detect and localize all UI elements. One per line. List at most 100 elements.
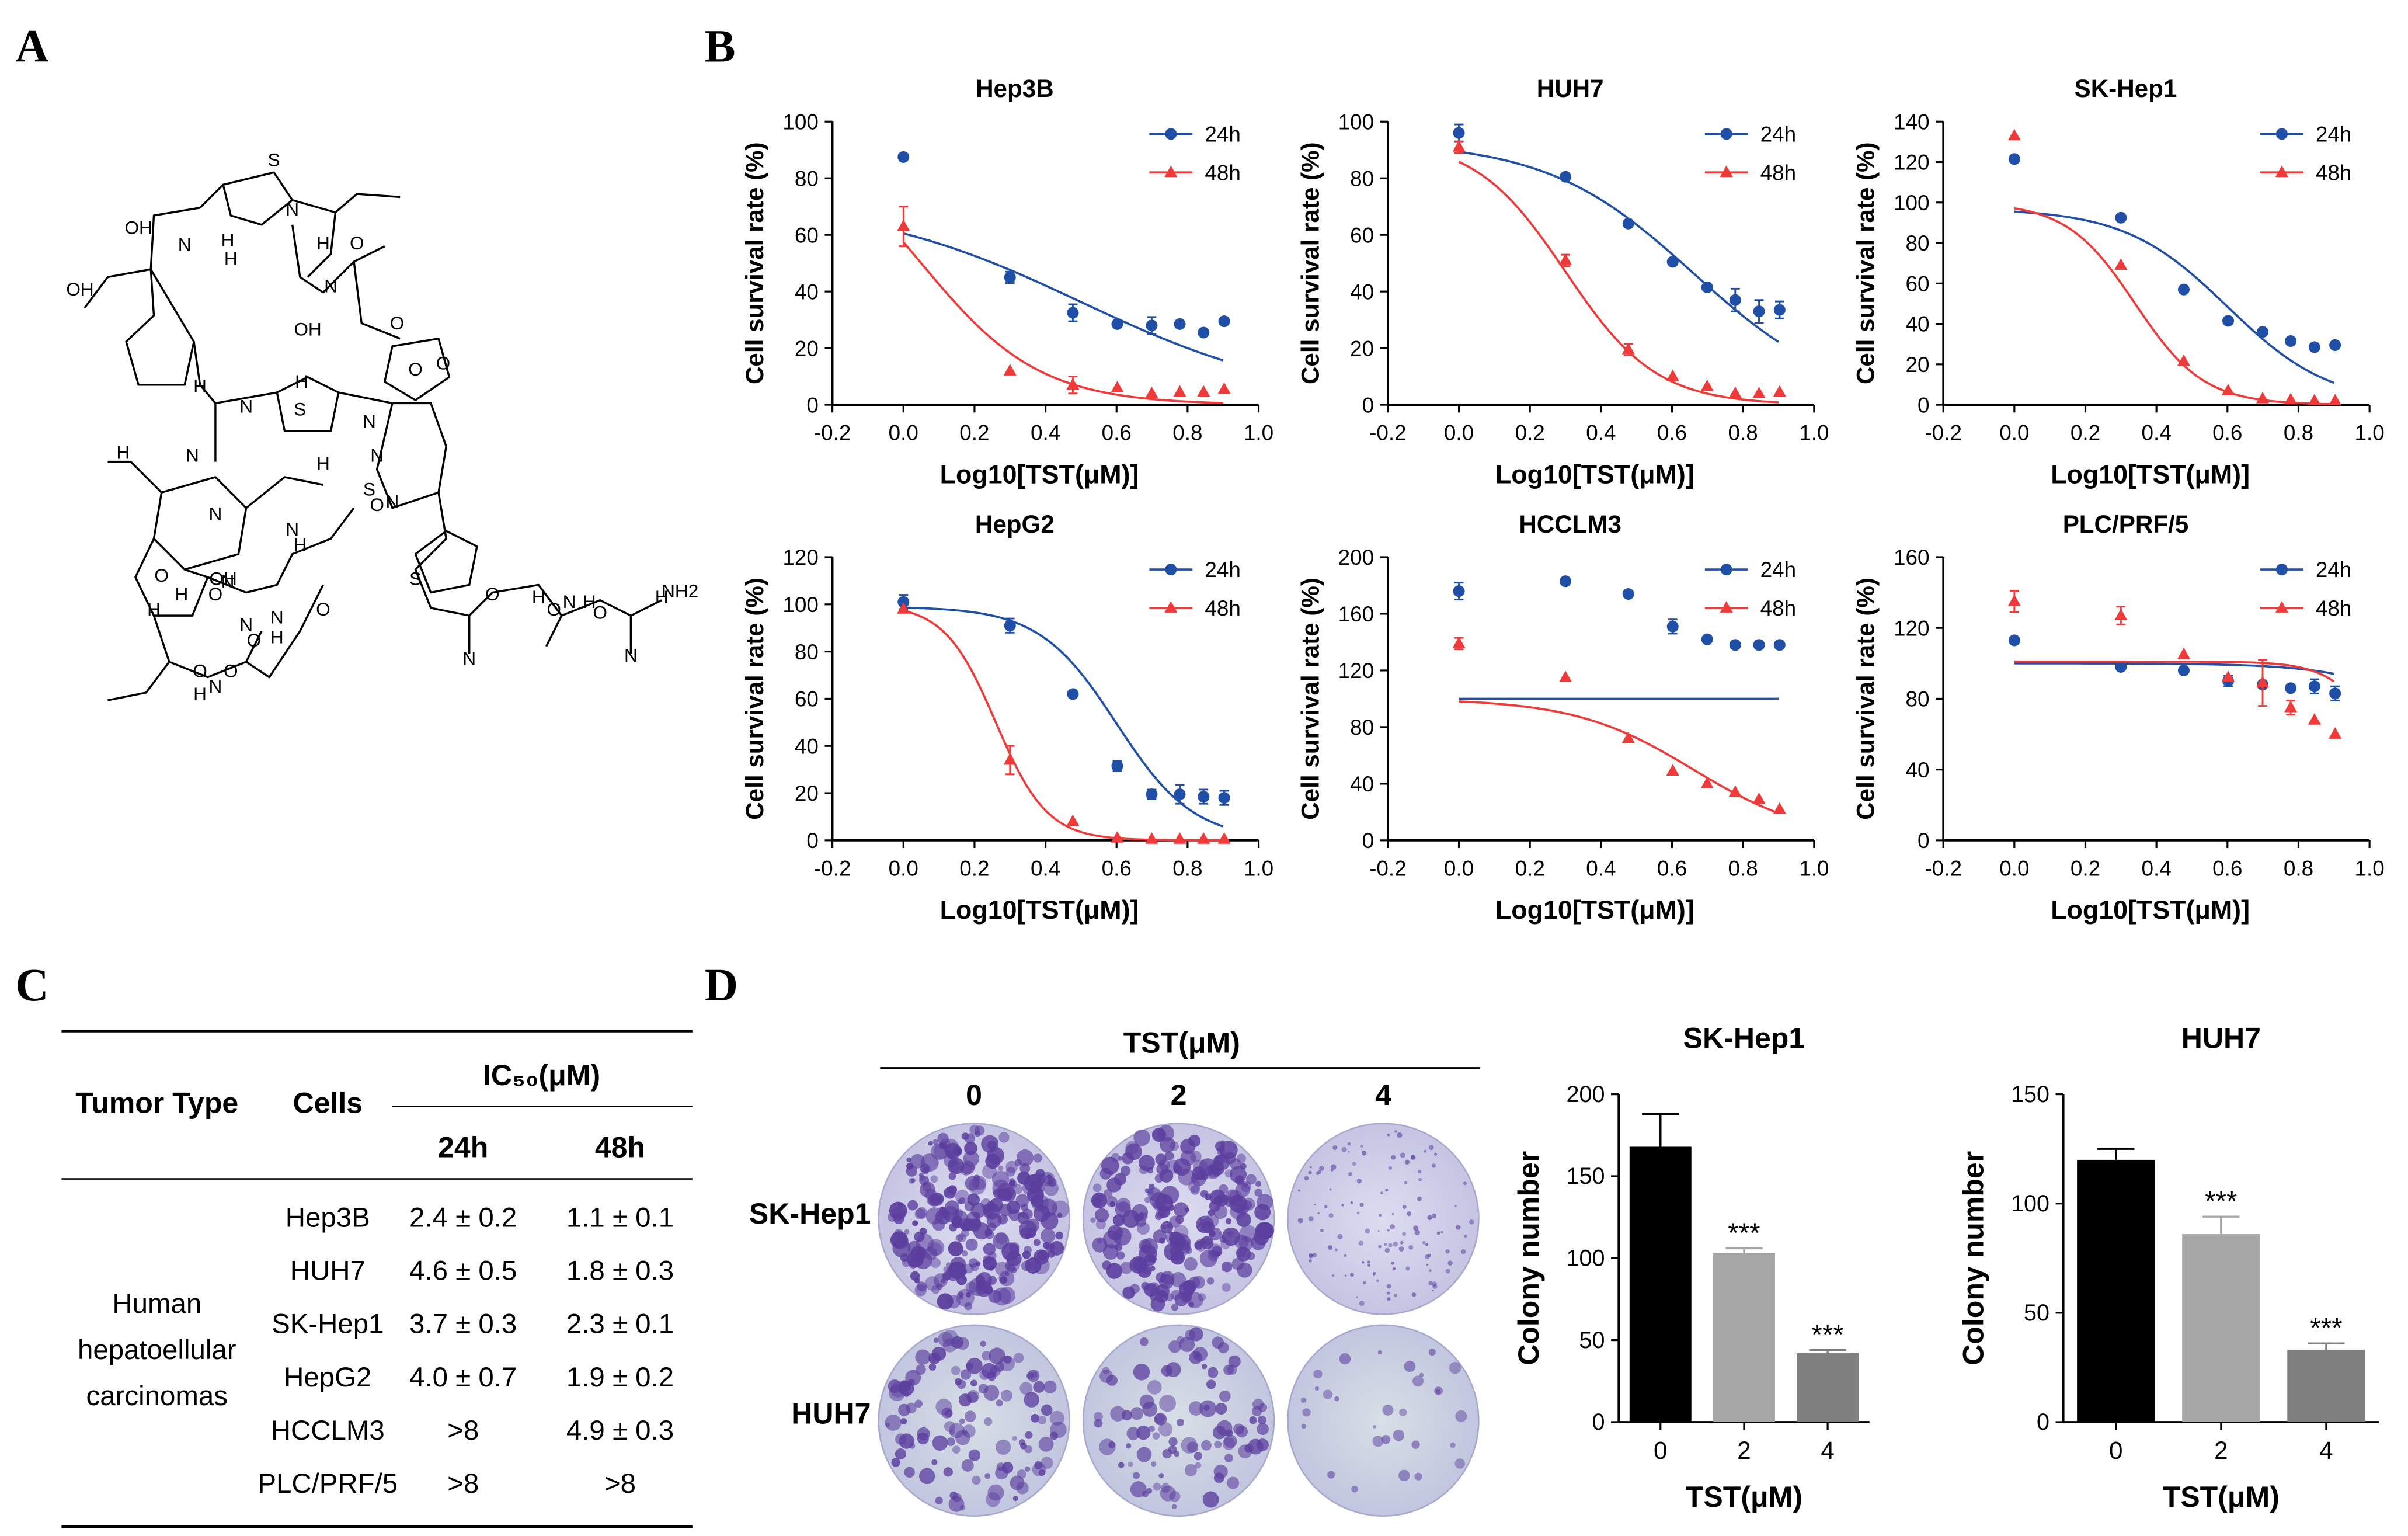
survival-charts: -0.2 0.0 0.2 0.4 0.6 0.8 1.0 0 20 40 60 80 100 Hep3B L… [741,75,2385,925]
y-tick-label: 200 [1338,545,1374,569]
conc-label-2: 2 [1171,1079,1187,1111]
colony-spot [1168,1205,1175,1211]
colony-spot [1190,1185,1200,1195]
bar [2287,1350,2365,1422]
chemical-structure [83,171,662,701]
row-label-huh7: HUH7 [791,1398,871,1430]
colony-spot [1393,1294,1397,1297]
colony-spot [943,1467,953,1477]
colony-spot [919,1228,927,1235]
ic50-48h: 2.3 ± 0.1 [566,1309,674,1340]
colony-spot [957,1233,967,1243]
atom-label: H [116,442,130,463]
colony-spot [1399,1408,1407,1416]
y-axis-label: Cell survival rate (%) [741,578,768,820]
colony-spot [958,1393,972,1407]
colony-spot [993,1187,1004,1199]
atom-label: N [286,199,299,220]
atom-label: OH [294,319,321,340]
colony-spot [1317,1212,1320,1215]
y-tick-label: 0 [1362,393,1374,417]
colony-spot [1469,1219,1474,1225]
colony-spot [1308,1216,1314,1222]
plate-disc [1287,1324,1480,1517]
atom-label: O [154,565,169,586]
colony-spot [999,1204,1012,1217]
colony-spot [1339,1353,1351,1365]
colony-spot [1358,1240,1364,1246]
colony-spot [1394,1130,1397,1133]
colony-spot [1309,1253,1314,1259]
colony-spot [1195,1353,1200,1358]
colony-spot [948,1496,965,1512]
colony-spot [1352,1162,1356,1166]
colony-spot [1181,1291,1192,1302]
colony-spot [1402,1205,1407,1209]
data-point-48h [897,602,910,614]
colony-spot [1422,1241,1426,1245]
colony-spot [1391,1155,1396,1160]
y-tick-label: 40 [795,280,819,304]
colony-spot [1122,1286,1135,1299]
colony-spot [987,1222,996,1232]
atom-label: N [178,234,192,255]
colony-spot [1192,1276,1205,1289]
colony-spot [1024,1445,1033,1454]
x-axis-label: Log10[TST(μM)] [940,460,1139,489]
atom-label: N [186,445,199,466]
x-axis-label: Log10[TST(μM)] [940,895,1139,925]
colony-spot [964,1410,976,1422]
colony-spot [1223,1434,1237,1448]
colony-spot [961,1132,969,1140]
colony-spot [1147,1379,1162,1395]
legend-label: 24h [1205,122,1241,146]
ic50-48h: 4.9 ± 0.3 [566,1415,674,1446]
table-row: HepG2 4.0 ± 0.7 1.9 ± 0.2 [284,1362,674,1393]
legend-label: 24h [1760,122,1797,146]
colony-header: TST(μM) [1123,1027,1240,1059]
colony-spot [1033,1381,1045,1393]
colony-spot [1309,1253,1313,1257]
colony-spot [935,1208,951,1225]
atom-label: S [363,479,375,500]
data-point-48h [2284,392,2298,405]
colony-spot [1404,1159,1410,1165]
colony-spot [983,1256,997,1271]
colony-spot [1014,1159,1022,1166]
y-axis-label: Colony number [1957,1151,1990,1365]
atom-label: O [390,312,405,333]
bar [2182,1234,2260,1422]
data-point-48h [2007,594,2021,606]
y-tick-label: 0 [1918,393,1930,417]
colony-spot [1445,1249,1450,1254]
atom-label: H [293,534,307,555]
tumor-type-line: carcinomas [86,1381,228,1412]
ic50-48h: 1.9 ± 0.2 [566,1362,674,1393]
colony-spot [924,1188,937,1201]
colony-spot [1128,1461,1133,1467]
data-point-48h [1558,670,1572,682]
colony-spot [1428,1348,1436,1356]
x-tick-label: 0.8 [2284,421,2313,445]
colony-spot [1111,1153,1121,1162]
colony-spot [1024,1392,1039,1408]
colony-spot [914,1399,923,1408]
chart-title: SK-Hep1 [2075,75,2177,102]
data-point-24h [2115,211,2127,224]
colony-spot [965,1281,977,1294]
colony-spot [1037,1203,1044,1210]
y-tick-label: 20 [1350,336,1374,360]
ic50-48h: 1.1 ± 0.1 [566,1202,674,1233]
colony-spot [1195,1462,1202,1469]
colony-spot [1207,1367,1219,1378]
colony-spot [1454,1458,1465,1469]
legend-marker [2275,601,2288,613]
colony-spot [1417,1196,1422,1201]
tumor-type-cell: Human hepatoellular carcinomas [78,1288,236,1412]
colony-spot [1120,1166,1131,1176]
colony-spot [1225,1218,1232,1225]
colony-spot [1170,1272,1186,1288]
colony-spot [1348,1172,1352,1176]
colony-spot [1213,1204,1228,1219]
data-point-24h [2308,680,2320,693]
